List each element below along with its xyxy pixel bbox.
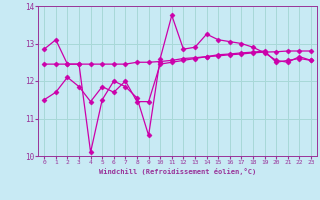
X-axis label: Windchill (Refroidissement éolien,°C): Windchill (Refroidissement éolien,°C) xyxy=(99,168,256,175)
